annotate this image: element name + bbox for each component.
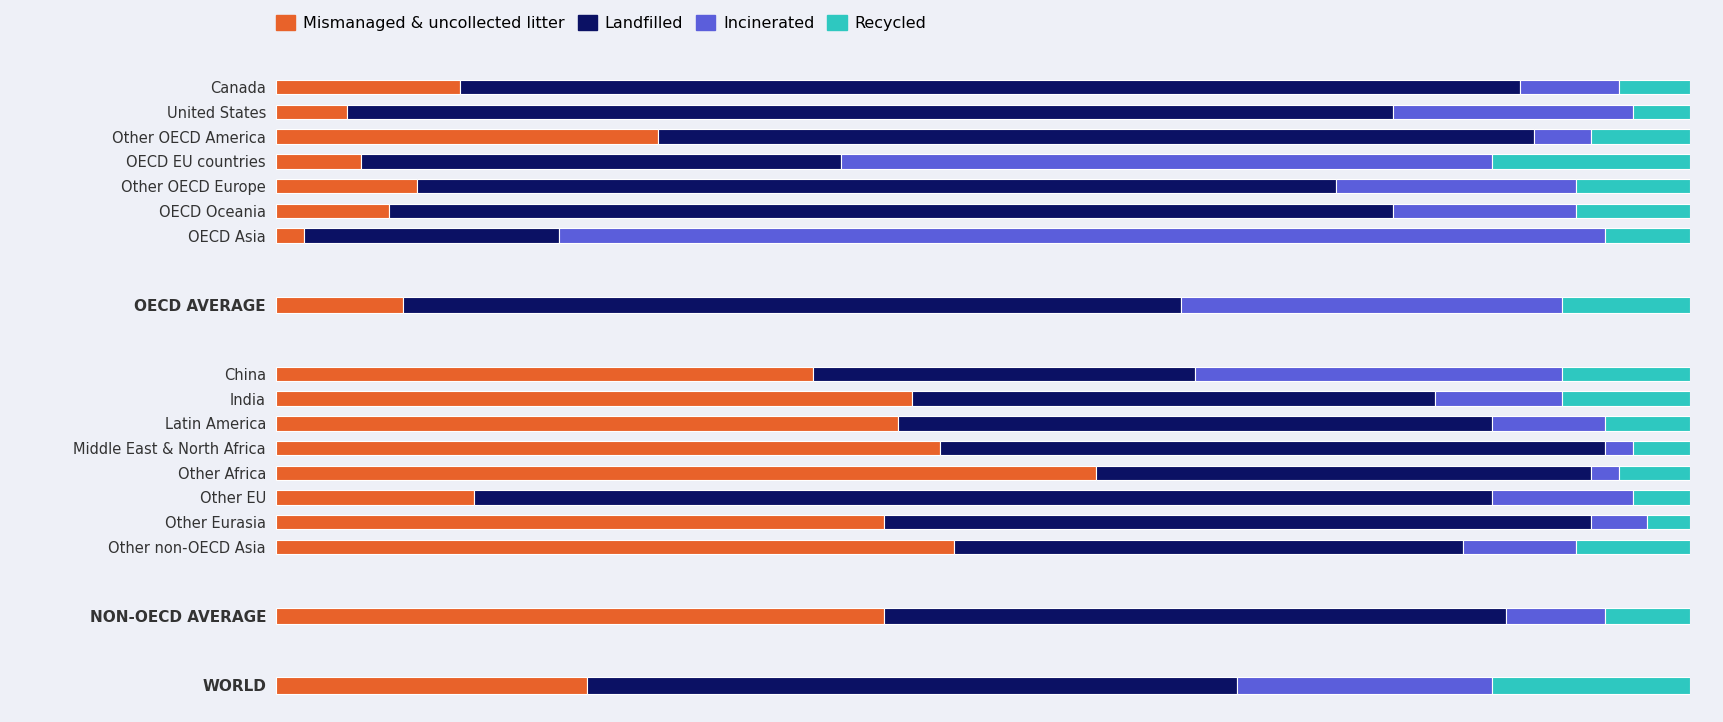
Bar (586, 677, 1237, 694)
Bar (460, 80, 1520, 95)
Bar (1575, 540, 1689, 554)
Bar (1604, 228, 1689, 243)
Bar (1096, 466, 1590, 480)
Bar (1520, 80, 1618, 95)
Bar (911, 391, 1434, 406)
Bar (276, 490, 474, 505)
Bar (276, 367, 813, 381)
Bar (1490, 677, 1689, 694)
Bar (1632, 490, 1689, 505)
Bar (1575, 179, 1689, 193)
Bar (1604, 608, 1689, 624)
Bar (1632, 441, 1689, 456)
Bar (939, 441, 1604, 456)
Bar (1590, 515, 1645, 529)
Bar (276, 105, 346, 119)
Bar (1237, 677, 1490, 694)
Legend: Mismanaged & uncollected litter, Landfilled, Incinerated, Recycled: Mismanaged & uncollected litter, Landfil… (269, 9, 932, 38)
Bar (1618, 466, 1689, 480)
Bar (276, 179, 417, 193)
Bar (1392, 105, 1632, 119)
Bar (1392, 204, 1575, 218)
Bar (276, 228, 303, 243)
Bar (403, 297, 1180, 313)
Bar (276, 677, 586, 694)
Bar (276, 155, 360, 168)
Bar (1434, 391, 1561, 406)
Bar (1561, 367, 1689, 381)
Bar (276, 515, 884, 529)
Bar (276, 540, 955, 554)
Bar (884, 515, 1590, 529)
Bar (276, 608, 884, 624)
Bar (1490, 155, 1689, 168)
Bar (346, 105, 1392, 119)
Bar (389, 204, 1392, 218)
Bar (1533, 129, 1590, 144)
Bar (276, 297, 403, 313)
Bar (841, 155, 1490, 168)
Bar (1645, 515, 1689, 529)
Bar (417, 179, 1335, 193)
Bar (1604, 416, 1689, 430)
Bar (1561, 391, 1689, 406)
Bar (474, 490, 1490, 505)
Bar (276, 391, 911, 406)
Bar (276, 416, 898, 430)
Bar (1590, 129, 1689, 144)
Bar (1490, 416, 1604, 430)
Bar (1618, 80, 1689, 95)
Bar (884, 608, 1504, 624)
Bar (1463, 540, 1575, 554)
Bar (276, 466, 1096, 480)
Bar (1632, 105, 1689, 119)
Bar (1335, 179, 1575, 193)
Bar (1561, 297, 1689, 313)
Bar (1194, 367, 1561, 381)
Bar (360, 155, 841, 168)
Bar (276, 204, 389, 218)
Bar (276, 129, 656, 144)
Bar (898, 416, 1490, 430)
Bar (1575, 204, 1689, 218)
Bar (955, 540, 1463, 554)
Bar (1180, 297, 1561, 313)
Bar (656, 129, 1533, 144)
Bar (1504, 608, 1604, 624)
Bar (1590, 466, 1618, 480)
Bar (558, 228, 1604, 243)
Bar (276, 441, 939, 456)
Bar (813, 367, 1194, 381)
Bar (1490, 490, 1632, 505)
Bar (276, 80, 460, 95)
Bar (303, 228, 558, 243)
Bar (1604, 441, 1632, 456)
